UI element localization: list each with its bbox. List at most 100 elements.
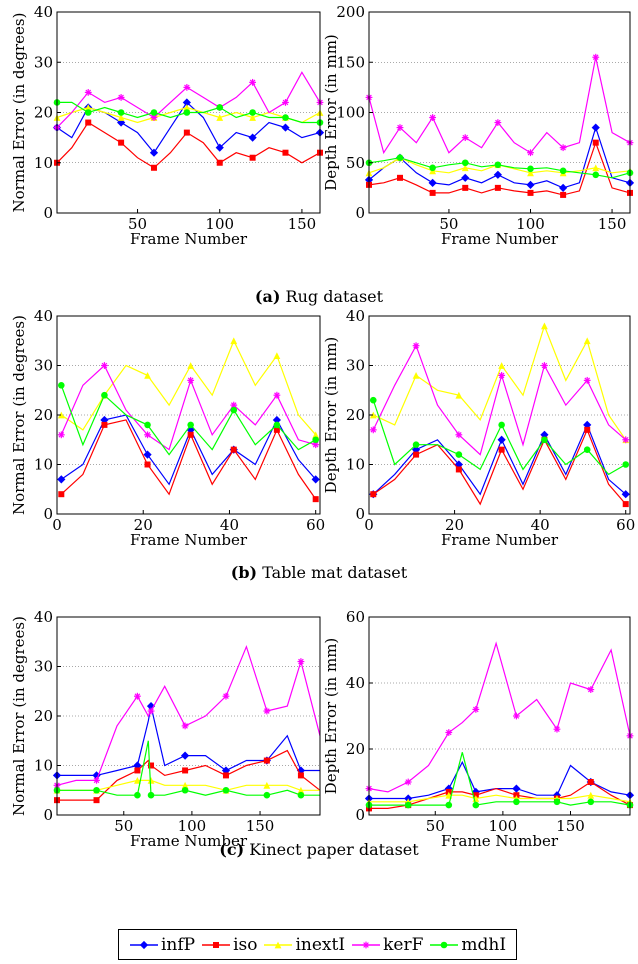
point-mdhI bbox=[587, 798, 595, 806]
point-mdhI bbox=[404, 801, 412, 809]
point-inextI bbox=[297, 786, 305, 794]
x-tick-label: 20 bbox=[134, 516, 153, 534]
point-inextI bbox=[583, 337, 591, 345]
legend-marker-infP bbox=[129, 940, 158, 949]
point-inextI bbox=[181, 781, 189, 789]
point-kerF bbox=[183, 83, 191, 91]
series-line-mdhI bbox=[57, 740, 320, 796]
point-inextI bbox=[273, 352, 281, 359]
point-mdhI bbox=[559, 167, 567, 175]
x-tick-label: 150 bbox=[556, 817, 585, 835]
chart-a-normal: 0 10 20 30 40 50 100 150 Frame Number Normal Erro… bbox=[10, 3, 325, 248]
point-inextI bbox=[498, 362, 506, 369]
point-iso bbox=[150, 164, 157, 171]
y-tick-label: 10 bbox=[346, 456, 365, 474]
point-mdhI bbox=[622, 461, 630, 468]
caption-b: (b) Table mat dataset bbox=[230, 563, 408, 582]
y-tick-label: 40 bbox=[34, 3, 53, 21]
y-tick-label: 150 bbox=[336, 53, 365, 71]
x-tick-label: 100 bbox=[178, 817, 207, 835]
point-kerF bbox=[187, 376, 195, 384]
point-infP bbox=[428, 178, 437, 187]
point-mdhI bbox=[455, 451, 463, 458]
point-infP bbox=[143, 450, 152, 459]
y-tick-label: 10 bbox=[34, 757, 53, 775]
point-mdhI bbox=[263, 791, 271, 799]
point-kerF bbox=[297, 658, 305, 665]
y-tick-label: 30 bbox=[34, 53, 53, 71]
point-inextI bbox=[263, 781, 271, 789]
point-iso bbox=[230, 446, 237, 453]
point-kerF bbox=[553, 725, 561, 733]
point-inextI bbox=[216, 114, 224, 121]
legend-item-kerF: kerF bbox=[351, 935, 423, 955]
series-line-kerF bbox=[56, 644, 321, 786]
point-iso bbox=[462, 184, 469, 191]
point-iso bbox=[494, 184, 501, 191]
point-kerF bbox=[541, 362, 548, 369]
point-mdhI bbox=[592, 171, 600, 179]
point-mdhI bbox=[369, 396, 377, 404]
x-tick-label: 150 bbox=[598, 215, 627, 233]
legend-item-infP: infP bbox=[129, 935, 195, 955]
point-mdhI bbox=[297, 791, 305, 799]
series-line-mdhI bbox=[369, 752, 631, 806]
series-line-inextI bbox=[57, 779, 320, 791]
point-iso bbox=[101, 421, 108, 428]
series-line-inextI bbox=[369, 794, 631, 803]
x-tick-label: 100 bbox=[205, 215, 234, 233]
series-line-kerF bbox=[56, 71, 321, 129]
y-axis-label: Normal Error (in degrees) bbox=[10, 616, 28, 816]
y-tick-label: 40 bbox=[346, 307, 365, 325]
point-kerF bbox=[181, 722, 189, 730]
x-axis-label: Frame Number bbox=[441, 531, 559, 549]
point-mdhI bbox=[273, 421, 281, 429]
point-infP bbox=[116, 118, 126, 127]
legend-marker-kerF bbox=[352, 941, 381, 948]
point-infP bbox=[311, 475, 320, 484]
y-tick-label: 0 bbox=[43, 204, 53, 222]
point-iso bbox=[263, 757, 270, 764]
y-tick-label: 200 bbox=[336, 3, 365, 21]
x-tick-label: 0 bbox=[364, 516, 374, 534]
point-mdhI bbox=[461, 159, 469, 167]
point-iso bbox=[222, 772, 229, 779]
point-infP bbox=[57, 475, 66, 484]
y-axis-label: Depth Error (in mm) bbox=[322, 34, 340, 191]
legend-item-mdhI: mdhI bbox=[429, 935, 506, 955]
point-inextI bbox=[412, 372, 420, 379]
point-mdhI bbox=[58, 382, 65, 389]
point-mdhI bbox=[312, 436, 319, 444]
point-mdhI bbox=[583, 446, 591, 453]
point-kerF bbox=[117, 94, 125, 101]
point-iso bbox=[370, 491, 377, 498]
point-mdhI bbox=[429, 164, 436, 172]
caption-c: (c) Kinect paper dataset bbox=[219, 840, 419, 859]
point-mdhI bbox=[541, 436, 548, 444]
point-infP bbox=[248, 133, 257, 142]
point-mdhI bbox=[396, 154, 404, 162]
y-tick-label: 40 bbox=[34, 608, 53, 626]
point-iso bbox=[584, 426, 591, 433]
point-inextI bbox=[527, 169, 534, 177]
point-mdhI bbox=[134, 791, 141, 799]
y-tick-label: 0 bbox=[355, 505, 365, 523]
y-tick-label: 0 bbox=[43, 806, 53, 824]
point-mdhI bbox=[150, 109, 158, 116]
point-inextI bbox=[183, 104, 191, 111]
legend-symbol bbox=[139, 940, 149, 949]
point-mdhI bbox=[282, 114, 289, 121]
point-inextI bbox=[144, 372, 151, 379]
point-kerF bbox=[263, 707, 271, 715]
y-tick-label: 10 bbox=[34, 154, 53, 172]
point-kerF bbox=[429, 114, 437, 121]
point-infP bbox=[621, 490, 630, 499]
series-line-kerF bbox=[368, 641, 631, 793]
point-inextI bbox=[461, 164, 469, 172]
series-line-iso bbox=[56, 121, 321, 169]
x-tick-label: 50 bbox=[114, 817, 133, 835]
point-kerF bbox=[472, 706, 480, 713]
chart-b-normal: 0 10 20 30 40 0 20 40 60 Frame Number Normal Error… bbox=[10, 307, 325, 549]
